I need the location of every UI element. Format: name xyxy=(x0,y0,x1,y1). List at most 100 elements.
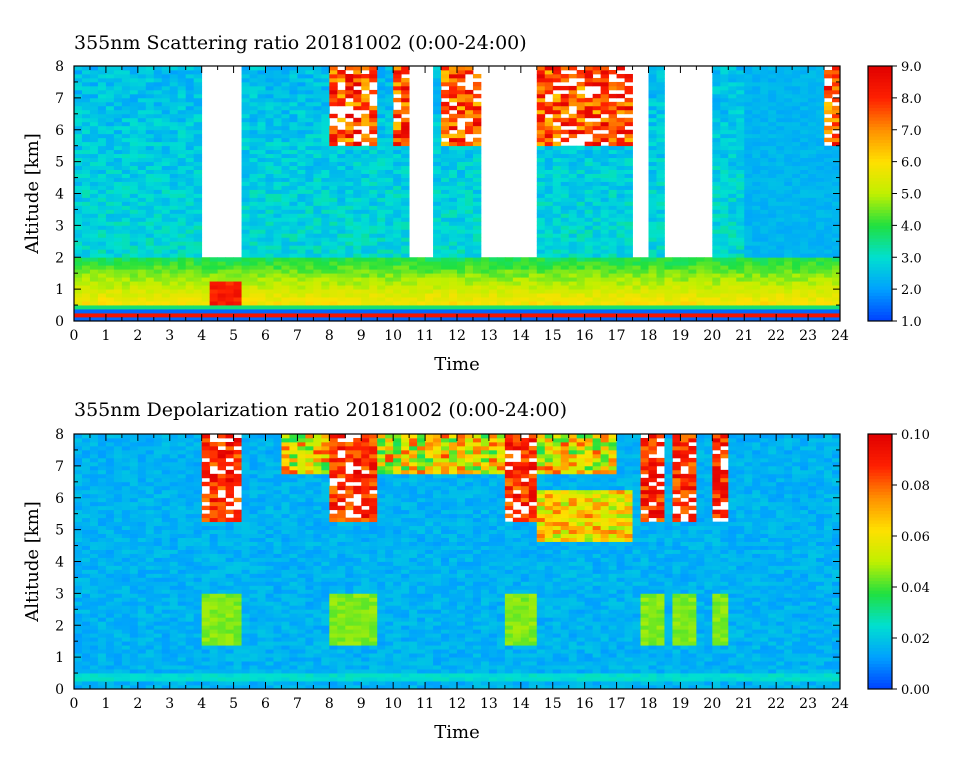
heatmap-cell xyxy=(113,121,123,127)
heatmap-cell xyxy=(257,109,266,115)
heatmap-cell xyxy=(329,197,338,202)
heatmap-cell xyxy=(313,97,322,103)
heatmap-cell xyxy=(752,149,761,155)
heatmap-cell xyxy=(409,285,418,290)
heatmap-cell xyxy=(369,201,378,206)
heatmap-cell xyxy=(353,309,362,314)
heatmap-cell xyxy=(720,153,729,159)
heatmap-cell xyxy=(249,277,258,282)
heatmap-cell xyxy=(616,285,625,290)
heatmap-cell xyxy=(744,317,753,322)
heatmap-cell xyxy=(568,277,578,282)
heatmap-cell xyxy=(169,233,179,238)
heatmap-cell xyxy=(225,293,234,298)
heatmap-cell xyxy=(480,261,490,266)
heatmap-cell xyxy=(113,193,123,198)
heatmap-cell xyxy=(393,269,402,274)
heatmap-cell xyxy=(457,177,466,182)
heatmap-cell xyxy=(800,161,809,167)
heatmap-cell xyxy=(632,261,641,266)
heatmap-cell xyxy=(544,281,554,286)
heatmap-cell xyxy=(720,181,729,186)
heatmap-cell xyxy=(592,277,602,282)
heatmap-cell xyxy=(105,93,115,99)
heatmap-cell xyxy=(552,221,562,226)
heatmap-cell xyxy=(81,205,91,210)
heatmap-cell xyxy=(377,169,386,174)
heatmap-cell xyxy=(720,273,729,278)
heatmap-cell xyxy=(97,277,107,282)
heatmap-cell xyxy=(161,253,171,258)
heatmap-cell xyxy=(385,185,394,190)
heatmap-cell xyxy=(273,293,282,298)
heatmap-cell xyxy=(257,137,266,143)
heatmap-cell xyxy=(776,285,785,290)
heatmap-cell xyxy=(185,277,195,282)
heatmap-cell xyxy=(457,233,466,238)
heatmap-cell xyxy=(832,69,841,75)
heatmap-cell xyxy=(808,129,817,135)
heatmap-cell xyxy=(832,113,841,119)
heatmap-cell xyxy=(472,293,482,298)
heatmap-cell xyxy=(441,117,450,123)
heatmap-cell xyxy=(552,257,562,262)
heatmap-cell xyxy=(488,309,498,314)
heatmap-cell xyxy=(808,261,817,266)
heatmap-cell xyxy=(552,66,562,71)
heatmap-cell xyxy=(161,317,171,322)
heatmap-cell xyxy=(552,301,562,306)
heatmap-cell xyxy=(520,269,530,274)
heatmap-cell xyxy=(736,309,745,314)
heatmap-cell xyxy=(672,261,681,266)
heatmap-cell xyxy=(736,165,745,170)
heatmap-cell xyxy=(584,97,594,103)
heatmap-cell xyxy=(760,245,769,250)
heatmap-cell xyxy=(393,165,402,170)
heatmap-cell xyxy=(129,297,139,302)
heatmap-cell xyxy=(752,81,761,87)
heatmap-cell xyxy=(640,317,649,322)
heatmap-cell xyxy=(696,265,705,270)
heatmap-cell xyxy=(193,193,203,198)
heatmap-cell xyxy=(97,285,107,290)
heatmap-cell xyxy=(728,273,737,278)
heatmap-cell xyxy=(289,77,298,83)
heatmap-cell xyxy=(800,193,809,198)
heatmap-cell xyxy=(680,301,689,306)
heatmap-cell xyxy=(385,141,394,147)
heatmap-cell xyxy=(361,241,370,246)
heatmap-cell xyxy=(161,177,171,182)
heatmap-cell xyxy=(401,233,410,238)
heatmap-cell xyxy=(624,261,633,266)
heatmap-cell xyxy=(800,157,809,163)
heatmap-cell xyxy=(185,233,195,238)
heatmap-cell xyxy=(752,301,761,306)
heatmap-cell xyxy=(121,257,131,262)
heatmap-cell xyxy=(584,233,594,238)
heatmap-cell xyxy=(169,141,179,147)
heatmap-cell xyxy=(265,81,274,87)
heatmap-cell xyxy=(624,153,633,159)
heatmap-cell xyxy=(648,197,657,202)
heatmap-cell xyxy=(361,81,370,87)
heatmap-cell xyxy=(337,145,346,151)
heatmap-cell xyxy=(433,169,442,174)
heatmap-cell xyxy=(177,281,187,286)
heatmap-cell xyxy=(377,66,386,71)
heatmap-cell xyxy=(592,66,602,71)
heatmap-cell xyxy=(89,77,99,83)
heatmap-cell xyxy=(616,305,625,310)
heatmap-cell xyxy=(217,257,227,262)
heatmap-cell xyxy=(377,93,386,99)
heatmap-cell xyxy=(385,241,394,246)
heatmap-cell xyxy=(153,265,163,270)
heatmap-cell xyxy=(353,293,362,298)
heatmap-cell xyxy=(281,81,290,87)
heatmap-cell xyxy=(265,281,274,286)
heatmap-cell xyxy=(784,145,793,151)
heatmap-cell xyxy=(576,185,586,190)
heatmap-cell xyxy=(393,145,402,151)
heatmap-cell xyxy=(353,209,362,214)
heatmap-cell xyxy=(393,173,402,178)
heatmap-cell xyxy=(457,313,466,318)
